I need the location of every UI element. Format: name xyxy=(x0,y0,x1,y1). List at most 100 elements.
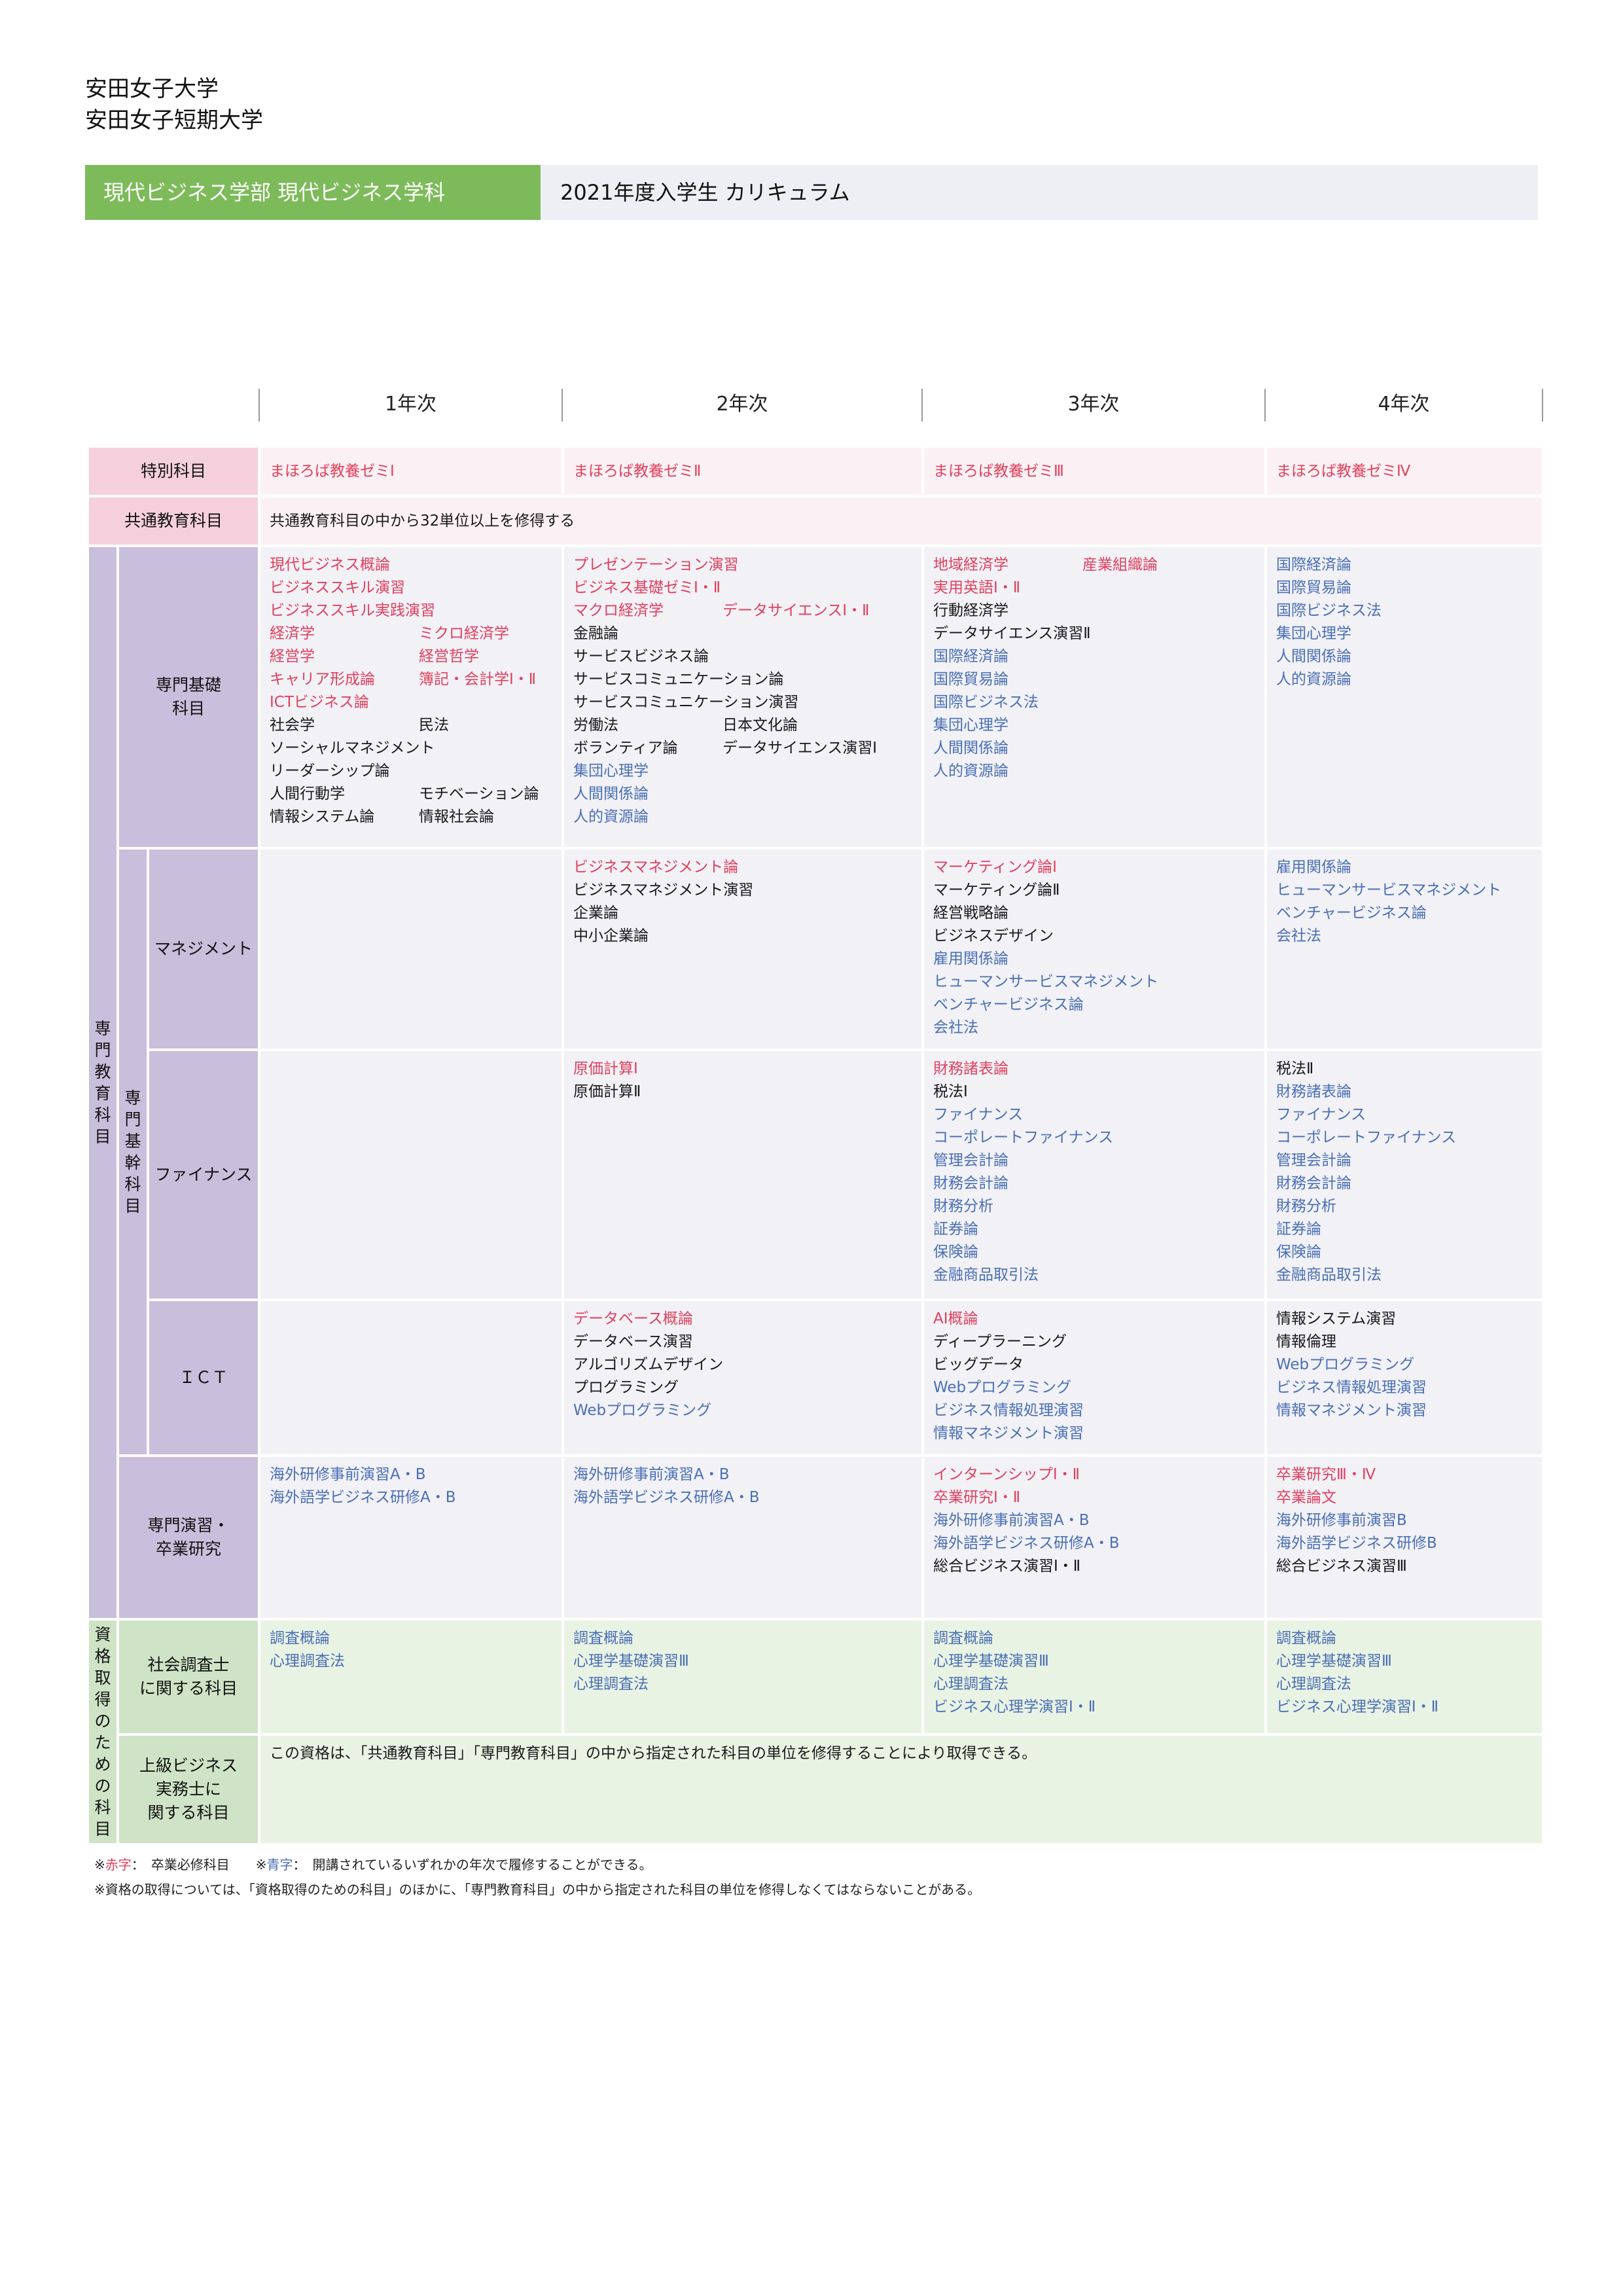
course-line: ボランティア論 データサイエンス演習Ⅰ xyxy=(573,737,912,760)
course-item: 財務会計論 xyxy=(1276,1175,1351,1192)
course-item: 行動経済学 xyxy=(933,602,1008,619)
label-seminar: 専門演習・ 卒業研究 xyxy=(119,1457,258,1618)
course-item: データベース演習 xyxy=(573,1333,693,1350)
course-line: 総合ビジネス演習Ⅰ・Ⅱ xyxy=(933,1555,1255,1578)
course-line: リーダーシップ論 xyxy=(270,760,552,783)
course-item: コーポレートファイナンス xyxy=(1276,1129,1457,1146)
course-line: ICTビジネス論 xyxy=(270,691,552,714)
course-item: 雇用関係論 xyxy=(1276,859,1351,876)
ict-cell-y2: データベース概論 データベース演習 アルゴリズムデザイン プログラミング Webプログラ… xyxy=(564,1301,921,1454)
course-item: アルゴリズムデザイン xyxy=(573,1356,724,1373)
course-line: 心理学基礎演習Ⅲ xyxy=(1276,1650,1533,1673)
course-line: Webプログラミング xyxy=(1276,1354,1533,1376)
course-line: 経済学 ミクロ経済学 xyxy=(270,622,552,645)
course-item: プレゼンテーション演習 xyxy=(573,556,739,573)
course-line: 雇用関係論 xyxy=(933,948,1255,971)
course-item: 金融商品取引法 xyxy=(1276,1266,1382,1283)
course-line: 集団心理学 xyxy=(1276,622,1533,645)
social-research-cell-y3: 調査概論 心理学基礎演習Ⅲ 心理調査法 ビジネス心理学演習Ⅰ・Ⅱ xyxy=(924,1621,1264,1733)
course-line: コーポレートファイナンス xyxy=(933,1126,1255,1149)
course-item: 情報システム論 xyxy=(270,808,375,825)
special-cell-y2: まほろば教養ゼミⅡ xyxy=(564,448,921,495)
course-line: 海外研修事前演習A・B xyxy=(270,1463,552,1486)
course-line: ビジネススキル実践演習 xyxy=(270,600,552,622)
course-item: ビジネススキル演習 xyxy=(270,579,405,596)
course-item: 経営哲学 xyxy=(419,648,479,665)
course-line: 調査概論 xyxy=(573,1627,912,1650)
course-line: 財務会計論 xyxy=(933,1172,1255,1195)
finance-cell-y4: 税法Ⅱ 財務諸表論 ファイナンス コーポレートファイナンス 管理会計論 財務会計論 財務分析… xyxy=(1267,1051,1542,1299)
course-item: まほろば教養ゼミⅠ xyxy=(270,463,395,480)
year-separator xyxy=(921,389,923,422)
course-item: AI概論 xyxy=(933,1310,978,1327)
course-item: 管理会計論 xyxy=(1276,1152,1351,1169)
course-line: 人間行動学 モチベーション論 xyxy=(270,783,552,806)
course-item: 産業組織論 xyxy=(1082,556,1158,573)
year-separator xyxy=(562,389,563,422)
year-header-3: 3年次 xyxy=(1067,393,1120,416)
course-item: サービスコミュニケーション論 xyxy=(573,671,784,688)
course-item: 情報倫理 xyxy=(1276,1333,1336,1350)
course-item: 海外研修事前演習B xyxy=(1276,1512,1407,1529)
course-line: データサイエンス演習Ⅱ xyxy=(933,622,1255,645)
course-item: 人間関係論 xyxy=(933,740,1008,757)
course-item: 管理会計論 xyxy=(933,1152,1008,1169)
course-line: ソーシャルマネジメント xyxy=(270,737,552,760)
course-line: ファイナンス xyxy=(1276,1103,1533,1126)
course-item: Webプログラミング xyxy=(933,1379,1072,1396)
course-item: 財務諸表論 xyxy=(1276,1083,1351,1100)
course-line: 心理調査法 xyxy=(933,1673,1255,1696)
course-item: ファイナンス xyxy=(933,1106,1024,1123)
course-line: 国際貿易論 xyxy=(1276,577,1533,600)
course-item: 心理調査法 xyxy=(573,1676,649,1693)
label-common: 共通教育科目 xyxy=(89,497,258,545)
year-separator xyxy=(259,389,260,422)
seminar-cell-y2: 海外研修事前演習A・B 海外語学ビジネス研修A・B xyxy=(564,1457,921,1618)
course-item: ソーシャルマネジメント xyxy=(270,740,435,757)
business-text: この資格は、「共通教育科目」「専門教育科目」の中から指定された科目の単位を修得す… xyxy=(270,1745,1037,1762)
course-item: 会社法 xyxy=(1276,927,1321,944)
course-item: ビジネス情報処理演習 xyxy=(933,1402,1084,1419)
course-item: ビジネスマネジメント論 xyxy=(573,859,739,876)
ict-cell-y4: 情報システム演習 情報倫理 Webプログラミング ビジネス情報処理演習 情報マネジメント… xyxy=(1267,1301,1542,1454)
course-line: ビジネススキル演習 xyxy=(270,577,552,600)
university-name: 安田女子大学 xyxy=(85,76,219,102)
course-item: 調査概論 xyxy=(270,1630,330,1647)
course-line: 原価計算Ⅰ xyxy=(573,1058,912,1081)
course-line: 財務分析 xyxy=(1276,1195,1533,1218)
course-line: サービスビジネス論 xyxy=(573,645,912,668)
course-item: データサイエンス演習Ⅰ xyxy=(722,740,878,757)
course-item: 卒業論文 xyxy=(1276,1489,1336,1506)
course-line: 心理調査法 xyxy=(573,1673,912,1696)
course-line: 原価計算Ⅱ xyxy=(573,1081,912,1103)
course-item: モチベーション論 xyxy=(419,785,539,802)
course-line: 海外語学ビジネス研修A・B xyxy=(270,1486,552,1509)
course-line: 海外研修事前演習A・B xyxy=(933,1509,1255,1532)
course-line: 証券論 xyxy=(933,1218,1255,1241)
course-line: 国際ビジネス法 xyxy=(933,691,1255,714)
year-separator xyxy=(1542,389,1543,422)
course-item: 情報マネジメント演習 xyxy=(1276,1402,1427,1419)
note-mark: ※ xyxy=(255,1857,267,1873)
course-item: 経済学 xyxy=(270,625,315,642)
course-item: 海外語学ビジネス研修B xyxy=(1276,1535,1437,1552)
course-item: 海外語学ビジネス研修A・B xyxy=(573,1489,760,1506)
course-line: 情報システム論 情報社会論 xyxy=(270,806,552,829)
legend-note: ※赤字： 卒業必修科目 ※青字： 開講されているいずれかの年次で履修することがで… xyxy=(94,1855,652,1874)
course-line: ビジネスマネジメント演習 xyxy=(573,879,912,902)
course-item: 国際貿易論 xyxy=(933,671,1008,688)
course-item: データベース概論 xyxy=(573,1310,693,1327)
course-line: Webプログラミング xyxy=(933,1376,1255,1399)
year-header-1: 1年次 xyxy=(384,393,437,416)
legend-blue-desc: ： 開講されているいずれかの年次で履修することができる。 xyxy=(293,1857,652,1873)
course-line: 経営戦略論 xyxy=(933,902,1255,925)
course-line: マクロ経済学 データサイエンスⅠ・Ⅱ xyxy=(573,600,912,622)
course-item: 財務会計論 xyxy=(933,1175,1008,1192)
finance-cell-y1 xyxy=(260,1051,562,1299)
course-line: 人間関係論 xyxy=(933,737,1255,760)
course-line: 人的資源論 xyxy=(573,806,912,829)
course-item: まほろば教養ゼミⅣ xyxy=(1276,463,1411,480)
course-line: 財務諸表論 xyxy=(933,1058,1255,1081)
course-line: 管理会計論 xyxy=(933,1149,1255,1172)
course-item: 調査概論 xyxy=(1276,1630,1336,1647)
